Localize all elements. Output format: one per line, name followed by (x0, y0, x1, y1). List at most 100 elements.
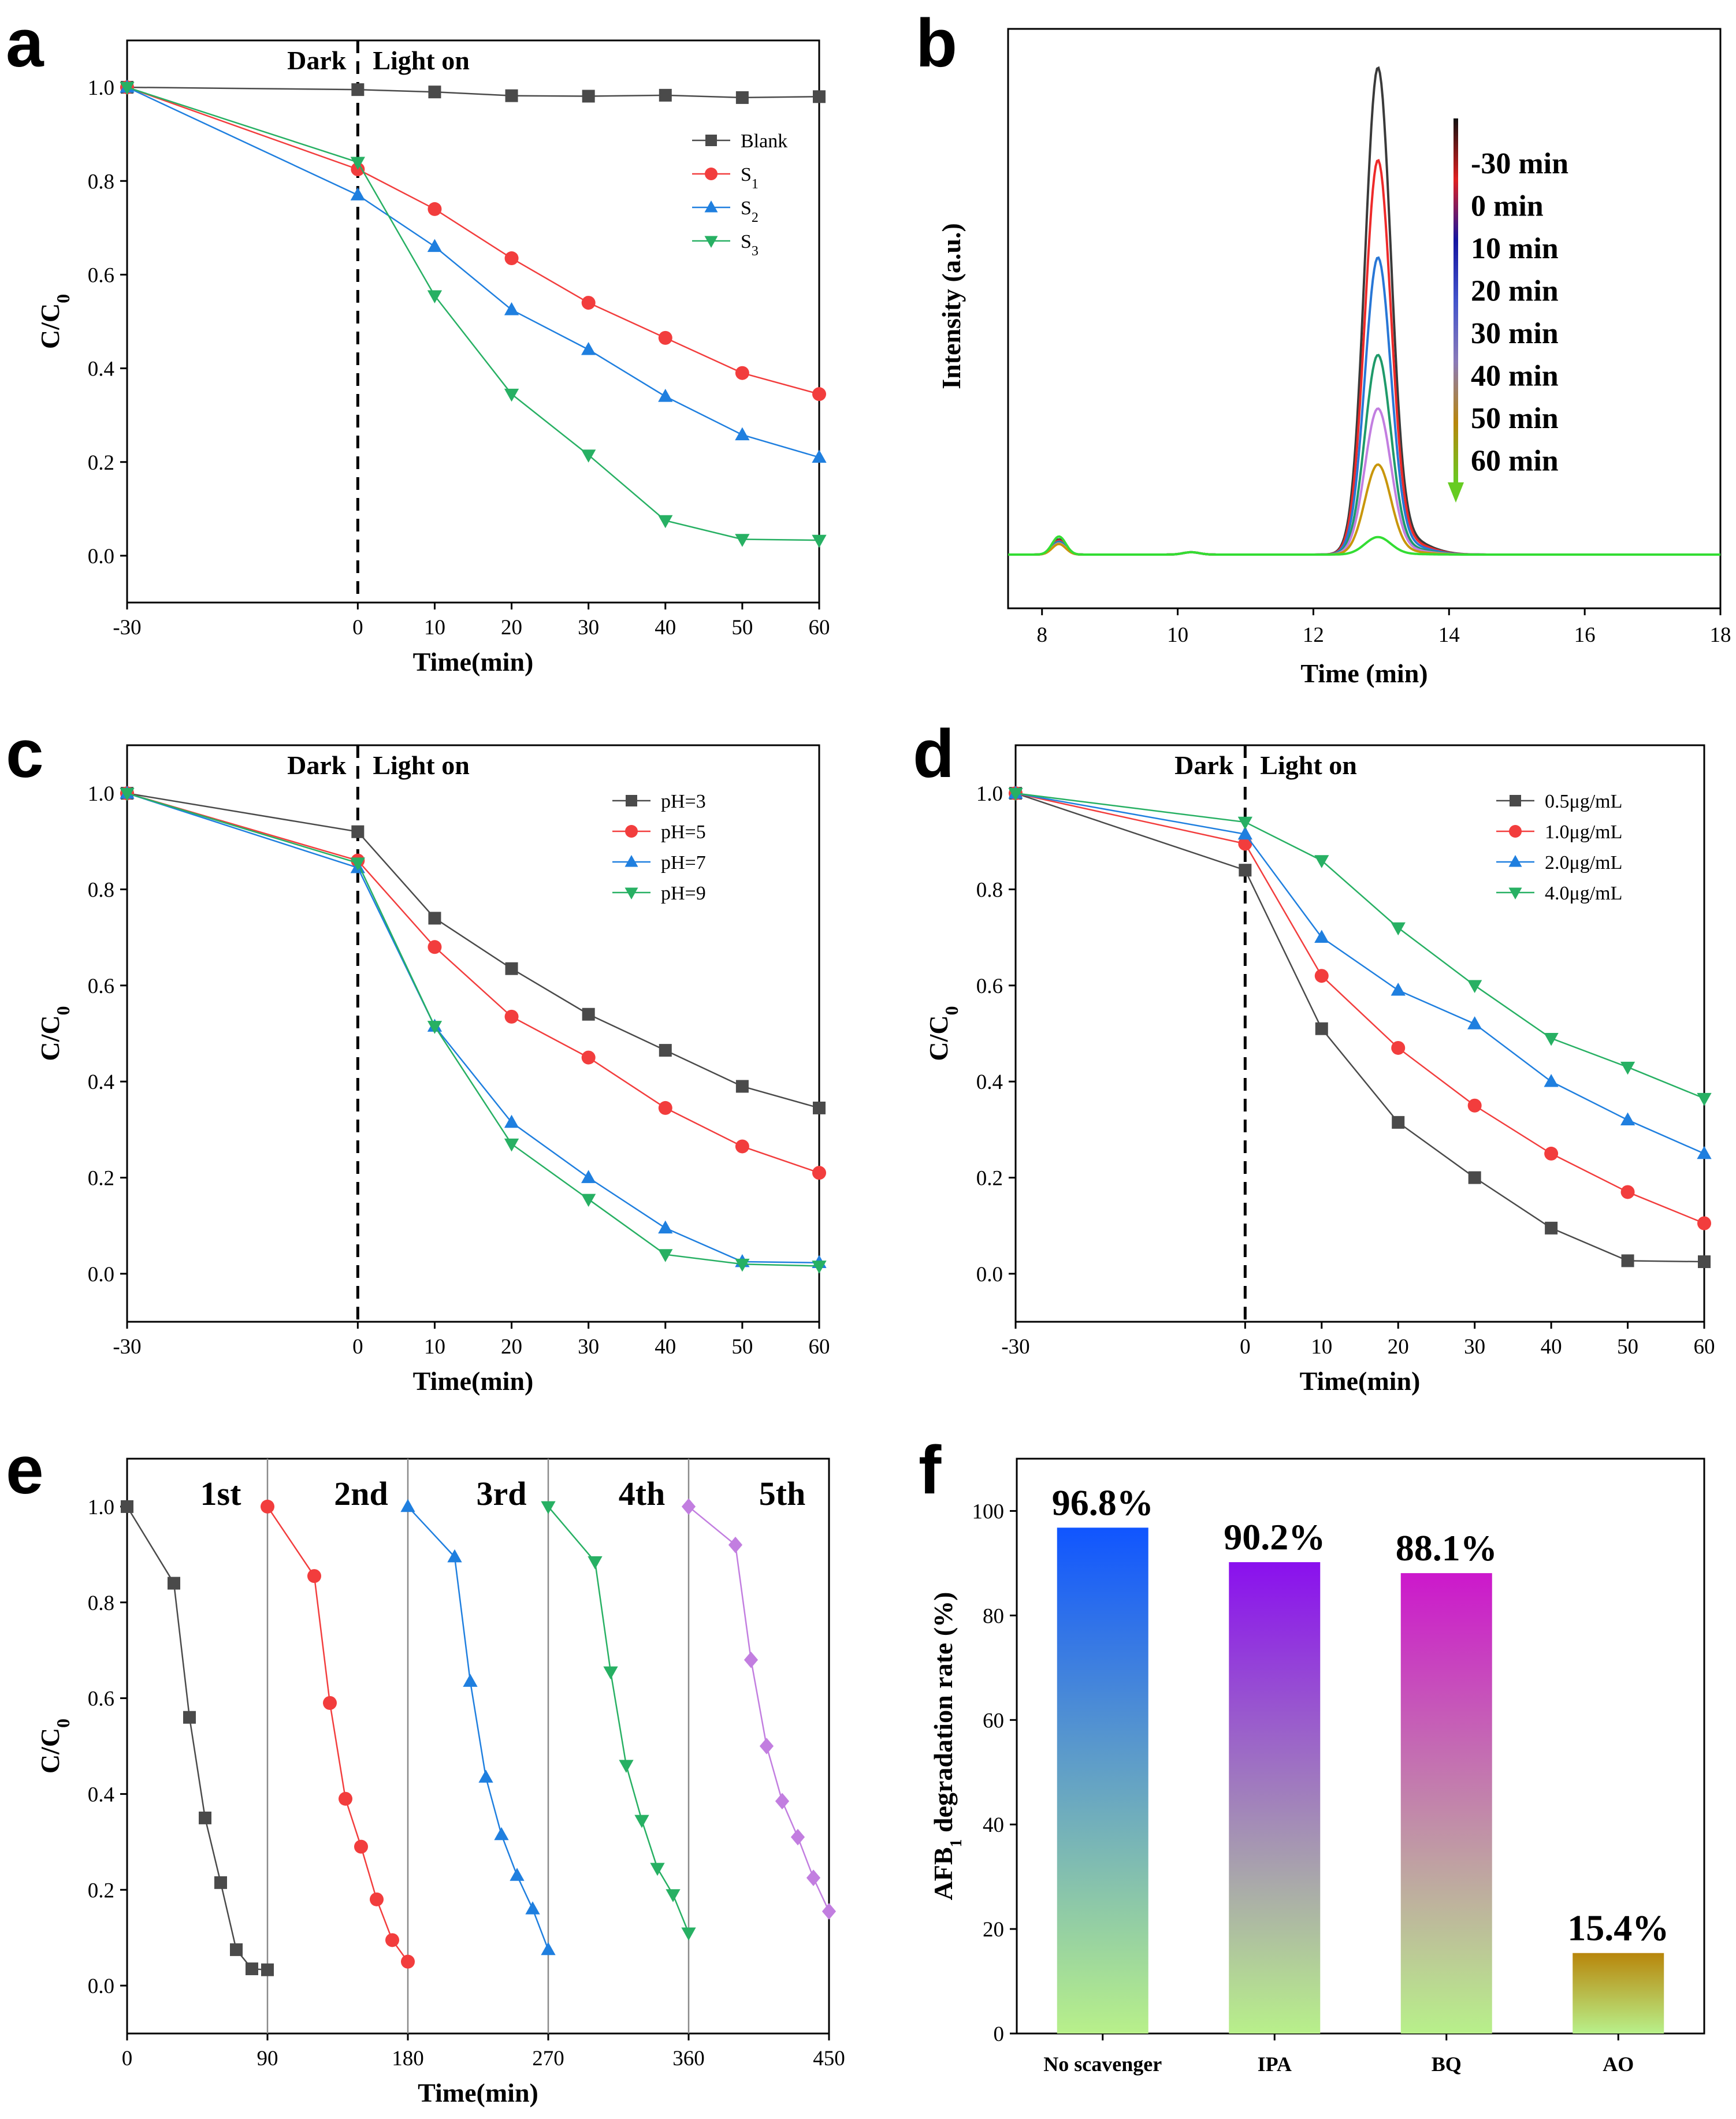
data-point (659, 1044, 672, 1057)
legend-label: S3 (741, 231, 759, 259)
data-point (735, 1139, 749, 1154)
data-point (230, 1943, 243, 1956)
data-point (428, 85, 441, 99)
x-tick-label: -30 (113, 1335, 141, 1359)
x-tick-label: -30 (113, 616, 141, 640)
x-tick-label: 90 (257, 2047, 278, 2070)
series-line (126, 1506, 268, 1971)
y-tick-label: 0.4 (88, 1783, 114, 1806)
data-point (1545, 1221, 1558, 1235)
data-point (354, 1839, 368, 1854)
data-point (504, 1009, 519, 1024)
data-point (505, 89, 518, 102)
bar (1400, 1573, 1492, 2034)
series-line (127, 792, 820, 1263)
series-line (127, 792, 820, 1174)
data-point (1467, 980, 1482, 994)
series-line (127, 86, 820, 541)
time-legend-label: 40 min (1471, 360, 1559, 393)
x-tick-label: 60 (809, 616, 830, 640)
x-tick-label: 20 (501, 1335, 522, 1359)
data-point (183, 1711, 196, 1724)
legend-label: Blank (741, 131, 787, 152)
plot-frame (126, 39, 820, 604)
cycle-label: 2nd (334, 1475, 388, 1512)
data-point (735, 1080, 749, 1093)
x-tick-label: 8 (1036, 623, 1047, 647)
x-tick-label: 450 (813, 2047, 845, 2070)
x-tick-label: 50 (1617, 1335, 1638, 1359)
panel-d-chart: -30 0 10 20 30 40 50 60 0.0 0.2 0.4 0.6 0.8 1.0 Time(m… (924, 744, 1715, 1396)
data-point (504, 1114, 519, 1128)
data-point (588, 1556, 603, 1570)
data-point (351, 83, 365, 96)
legend-marker (626, 795, 637, 806)
series-line (688, 1505, 830, 1912)
data-point (581, 449, 596, 463)
data-point (307, 1569, 321, 1583)
light-on-annotation: Light on (373, 46, 469, 75)
x-tick-label: 10 (1311, 1335, 1332, 1359)
y-tick-label: 0.2 (88, 1879, 114, 1902)
data-point (812, 1261, 827, 1274)
data-point (658, 1220, 673, 1234)
data-point (400, 1499, 415, 1512)
legend-marker (704, 200, 718, 213)
y-tick-label: 0.8 (88, 879, 114, 902)
data-point (351, 825, 365, 838)
data-point (494, 1827, 509, 1841)
data-point (581, 1194, 596, 1207)
data-point (735, 534, 750, 547)
x-tick-label: 60 (1694, 1335, 1715, 1359)
x-tick-label: 40 (655, 1335, 676, 1359)
data-point (735, 1258, 750, 1272)
data-point (735, 427, 750, 441)
data-point (775, 1793, 790, 1810)
data-point (1620, 1185, 1635, 1199)
legend-marker (705, 135, 717, 146)
data-point (339, 1791, 352, 1806)
panel-b-chart: 8 10 12 14 16 18 Time (min) Intensity (a.u.) -30… (936, 28, 1731, 688)
y-tick-label: 1.0 (976, 782, 1003, 806)
y-tick-label: 1.0 (88, 76, 114, 100)
data-point (1544, 1032, 1559, 1046)
data-point (428, 912, 441, 925)
series-line (127, 792, 820, 1109)
y-tick-label: 0.8 (976, 879, 1003, 902)
x-tick-label: 40 (655, 616, 676, 640)
chromatogram-trace (1008, 159, 1720, 556)
y-tick-label: 0.8 (88, 170, 114, 194)
light-on-annotation: Light on (373, 750, 469, 780)
panel-label-b: b (916, 5, 957, 81)
panel-label-e: e (6, 1432, 44, 1508)
data-point (1239, 864, 1252, 877)
legend-label: pH=5 (661, 821, 706, 843)
x-tick-label: 360 (672, 2047, 705, 2070)
time-legend-label: 0 min (1471, 190, 1544, 223)
dark-annotation: Dark (287, 750, 347, 780)
panel-label-d: d (913, 716, 954, 792)
x-tick-label: 10 (424, 1335, 445, 1359)
x-tick-label: -30 (1001, 1335, 1029, 1359)
x-axis-label: Time(min) (418, 2078, 538, 2107)
x-tick-label: 180 (392, 2047, 424, 2070)
data-point (666, 1889, 681, 1902)
y-tick-label: 0.8 (88, 1592, 114, 1615)
y-axis-label: C/C0 (35, 294, 73, 349)
data-point (1392, 1116, 1405, 1129)
dark-annotation: Dark (1174, 750, 1234, 780)
x-tick-label: 0 (1240, 1335, 1251, 1359)
time-legend-label: -30 min (1471, 147, 1568, 180)
data-point (735, 91, 749, 104)
x-tick-label: 10 (424, 616, 445, 640)
series-line (127, 792, 820, 1267)
data-point (812, 449, 827, 463)
data-point (323, 1696, 337, 1710)
x-category-label: BQ (1432, 2053, 1462, 2076)
y-tick-label: 20 (983, 1918, 1004, 1942)
data-point (681, 1927, 696, 1941)
data-point (541, 1942, 556, 1956)
x-tick-label: 60 (809, 1335, 830, 1359)
data-point (504, 302, 519, 315)
y-tick-label: 0.6 (88, 975, 114, 998)
